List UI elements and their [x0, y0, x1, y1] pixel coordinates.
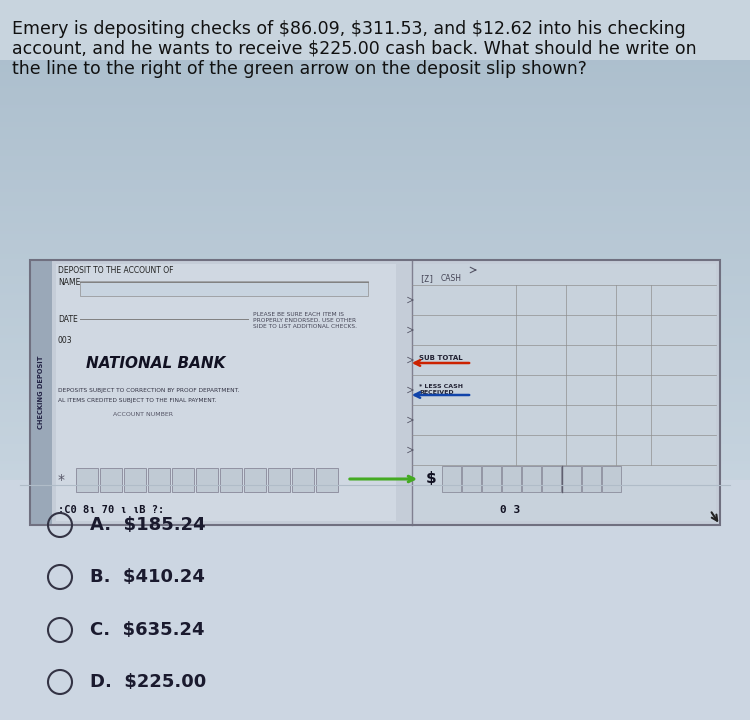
Bar	[462, 466, 481, 492]
Text: CHECKING DEPOSIT: CHECKING DEPOSIT	[38, 356, 44, 429]
Text: NAME: NAME	[58, 278, 80, 287]
Bar	[30, 260, 720, 525]
Text: C.  $635.24: C. $635.24	[90, 621, 205, 639]
Bar	[220, 468, 242, 492]
Bar	[0, 480, 750, 720]
Text: the line to the right of the green arrow on the deposit slip shown?: the line to the right of the green arrow…	[12, 60, 586, 78]
Bar	[316, 468, 338, 492]
Text: :C0 8ι 70 ι ιB ?:: :C0 8ι 70 ι ιB ?:	[58, 505, 164, 515]
Text: SUB TOTAL: SUB TOTAL	[419, 355, 463, 361]
Bar	[30, 260, 720, 525]
Bar	[542, 466, 561, 492]
Bar	[292, 468, 314, 492]
Bar	[412, 264, 716, 521]
Bar	[0, 660, 750, 720]
Text: NATIONAL BANK: NATIONAL BANK	[86, 356, 226, 371]
Text: 003: 003	[58, 336, 73, 345]
Text: DEPOSITS SUBJECT TO CORRECTION BY PROOF DEPARTMENT.: DEPOSITS SUBJECT TO CORRECTION BY PROOF …	[58, 388, 239, 393]
Bar	[562, 466, 581, 492]
Bar	[522, 466, 541, 492]
Bar	[442, 466, 461, 492]
Text: account, and he wants to receive $225.00 cash back. What should he write on: account, and he wants to receive $225.00…	[12, 40, 697, 58]
Text: *: *	[58, 473, 65, 487]
Bar	[56, 264, 396, 521]
Bar	[582, 466, 601, 492]
Text: AL ITEMS CREDITED SUBJECT TO THE FINAL PAYMENT.: AL ITEMS CREDITED SUBJECT TO THE FINAL P…	[58, 398, 216, 403]
Text: 0 3: 0 3	[500, 505, 520, 515]
Text: $: $	[426, 472, 436, 487]
Bar	[196, 468, 218, 492]
Bar	[244, 468, 266, 492]
Bar	[100, 468, 122, 492]
Text: ACCOUNT NUMBER: ACCOUNT NUMBER	[113, 412, 173, 417]
Bar	[80, 281, 368, 296]
Bar	[76, 468, 98, 492]
Text: [Z]: [Z]	[419, 274, 434, 283]
Bar	[602, 466, 621, 492]
Bar	[30, 260, 52, 525]
Bar	[148, 468, 170, 492]
Bar	[172, 468, 194, 492]
Bar	[268, 468, 290, 492]
Bar	[502, 466, 521, 492]
Text: D.  $225.00: D. $225.00	[90, 673, 206, 691]
Text: CASH: CASH	[441, 274, 462, 283]
Bar	[124, 468, 146, 492]
Text: * LESS CASH
RECEIVED: * LESS CASH RECEIVED	[419, 384, 463, 395]
Text: DATE: DATE	[58, 315, 78, 324]
Bar	[0, 0, 750, 60]
Text: B.  $410.24: B. $410.24	[90, 568, 205, 586]
Text: A.  $185.24: A. $185.24	[90, 516, 206, 534]
Text: PLEASE BE SURE EACH ITEM IS
PROPERLY ENDORSED. USE OTHER
SIDE TO LIST ADDITIONAL: PLEASE BE SURE EACH ITEM IS PROPERLY END…	[253, 312, 357, 329]
Text: Emery is depositing checks of $86.09, $311.53, and $12.62 into his checking: Emery is depositing checks of $86.09, $3…	[12, 20, 686, 38]
Bar	[482, 466, 501, 492]
Text: DEPOSIT TO THE ACCOUNT OF: DEPOSIT TO THE ACCOUNT OF	[58, 266, 173, 275]
